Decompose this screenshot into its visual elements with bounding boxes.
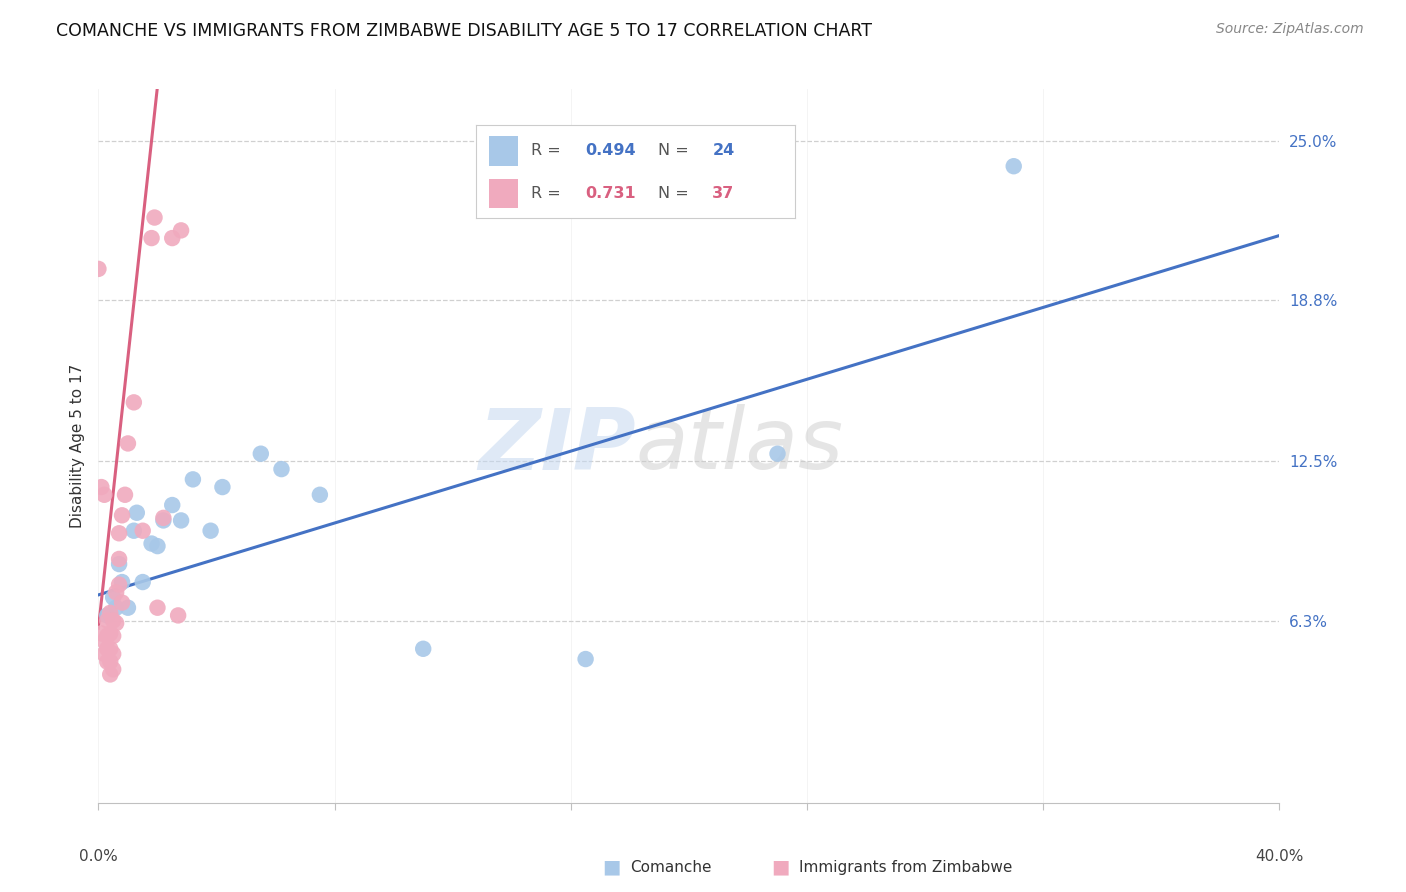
- Point: [111, 575, 134, 590]
- Text: 24: 24: [713, 144, 734, 159]
- Point: [87, 261, 110, 276]
- Point: [114, 488, 136, 502]
- Point: [412, 641, 434, 656]
- Point: [98, 606, 121, 620]
- Point: [117, 600, 139, 615]
- Point: [167, 608, 190, 623]
- Point: [152, 511, 174, 525]
- Point: [132, 575, 155, 590]
- Text: 0.494: 0.494: [585, 144, 636, 159]
- Point: [111, 508, 134, 523]
- Point: [250, 447, 273, 461]
- Point: [103, 662, 125, 676]
- Point: [105, 616, 128, 631]
- Point: [181, 472, 204, 486]
- Point: [152, 513, 174, 527]
- Point: [122, 395, 145, 409]
- Point: [108, 557, 131, 571]
- Point: [93, 488, 115, 502]
- Point: [1002, 159, 1025, 173]
- Point: [93, 647, 115, 661]
- Text: ZIP: ZIP: [478, 404, 636, 488]
- Text: ■: ■: [602, 857, 621, 877]
- Text: ■: ■: [770, 857, 790, 877]
- Point: [105, 600, 128, 615]
- Bar: [489, 136, 517, 166]
- Point: [108, 552, 131, 566]
- Point: [122, 524, 145, 538]
- Point: [98, 626, 121, 640]
- Point: [211, 480, 233, 494]
- Point: [309, 488, 332, 502]
- Point: [162, 231, 183, 245]
- Y-axis label: Disability Age 5 to 17: Disability Age 5 to 17: [69, 364, 84, 528]
- Text: 0.731: 0.731: [585, 186, 636, 201]
- Text: 37: 37: [713, 186, 734, 201]
- Point: [146, 539, 169, 553]
- Text: R =: R =: [530, 186, 565, 201]
- Point: [766, 447, 789, 461]
- Point: [270, 462, 292, 476]
- Text: Immigrants from Zimbabwe: Immigrants from Zimbabwe: [799, 860, 1012, 874]
- Point: [96, 614, 118, 628]
- Point: [105, 585, 128, 599]
- Text: Comanche: Comanche: [630, 860, 711, 874]
- Point: [96, 641, 118, 656]
- Point: [143, 211, 166, 225]
- Point: [103, 614, 125, 628]
- Point: [93, 634, 115, 648]
- Point: [96, 629, 118, 643]
- Point: [98, 667, 121, 681]
- Point: [111, 596, 134, 610]
- Text: COMANCHE VS IMMIGRANTS FROM ZIMBABWE DISABILITY AGE 5 TO 17 CORRELATION CHART: COMANCHE VS IMMIGRANTS FROM ZIMBABWE DIS…: [56, 22, 872, 40]
- Point: [96, 655, 118, 669]
- Point: [141, 231, 163, 245]
- Point: [98, 641, 121, 656]
- Point: [132, 524, 155, 538]
- Point: [170, 223, 193, 237]
- Point: [141, 536, 163, 550]
- Point: [574, 652, 596, 666]
- Point: [108, 526, 131, 541]
- Text: 40.0%: 40.0%: [1256, 849, 1303, 864]
- Text: N =: N =: [658, 186, 695, 201]
- Point: [162, 498, 183, 512]
- Point: [103, 591, 125, 605]
- Bar: [489, 178, 517, 209]
- Text: atlas: atlas: [636, 404, 844, 488]
- Point: [170, 513, 193, 527]
- Point: [125, 506, 148, 520]
- Point: [96, 608, 118, 623]
- Text: N =: N =: [658, 144, 695, 159]
- Point: [117, 436, 139, 450]
- Point: [108, 577, 131, 591]
- Point: [103, 647, 125, 661]
- Point: [90, 480, 112, 494]
- Point: [98, 655, 121, 669]
- Point: [90, 626, 112, 640]
- Point: [200, 524, 222, 538]
- Point: [146, 600, 169, 615]
- Text: R =: R =: [530, 144, 565, 159]
- Text: Source: ZipAtlas.com: Source: ZipAtlas.com: [1216, 22, 1364, 37]
- Text: 0.0%: 0.0%: [79, 849, 118, 864]
- Point: [103, 629, 125, 643]
